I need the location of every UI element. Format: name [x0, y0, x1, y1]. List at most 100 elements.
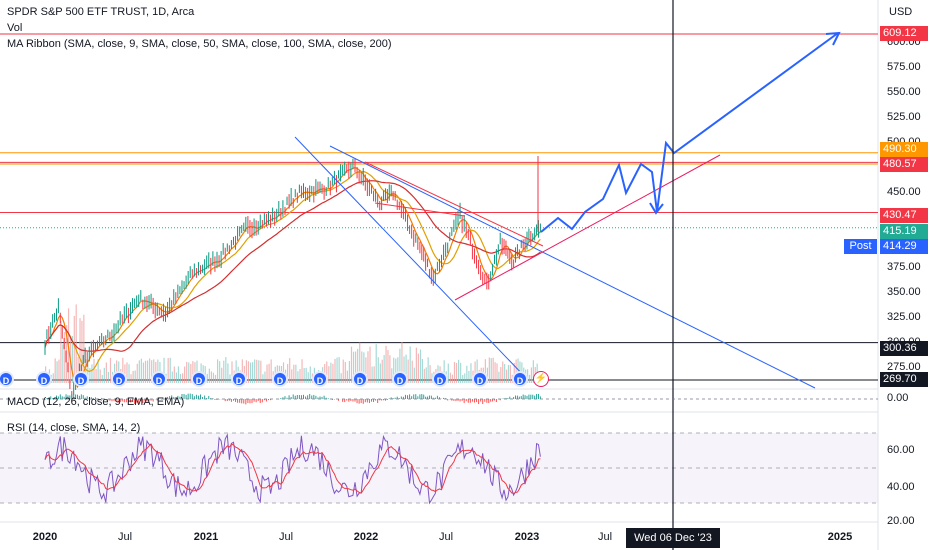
- volume-bar: [73, 315, 75, 383]
- volume-bar: [89, 367, 91, 383]
- volume-bar: [350, 346, 353, 383]
- volume-bar: [163, 357, 165, 383]
- x-tick-label: 2021: [193, 531, 219, 543]
- y-tick-label: 575.00: [887, 61, 921, 73]
- volume-bar: [79, 318, 81, 383]
- volume-bar: [492, 357, 494, 383]
- volume-bar: [188, 362, 190, 383]
- rsi-ma-line: [44, 443, 541, 494]
- dividend-marker-icon[interactable]: D: [36, 371, 52, 387]
- volume-bar: [227, 363, 229, 383]
- volume-bar: [346, 370, 348, 383]
- volume-bar: [385, 345, 387, 383]
- moving-average-line: [44, 166, 541, 388]
- dividend-marker-icon[interactable]: D: [352, 371, 368, 387]
- y-tick-label: 350.00: [887, 286, 921, 298]
- volume-bar: [464, 373, 466, 383]
- price-label-480: 480.57: [880, 157, 928, 172]
- y-tick-label: 275.00: [887, 361, 921, 373]
- volume-bar: [387, 350, 389, 383]
- volume-bar: [379, 363, 381, 383]
- volume-bar: [153, 359, 155, 383]
- volume-bar: [60, 320, 62, 383]
- volume-bar: [262, 374, 264, 383]
- projection-arrowhead: [825, 31, 841, 46]
- dividend-marker-icon[interactable]: D: [73, 371, 89, 387]
- dividend-marker-icon[interactable]: D: [512, 371, 528, 387]
- volume-bar: [490, 358, 492, 383]
- volume-bar: [77, 356, 79, 383]
- volume-bar: [359, 342, 361, 383]
- volume-bar: [397, 357, 399, 383]
- volume-bar: [208, 368, 210, 383]
- volume-bar: [214, 374, 217, 383]
- volume-bar: [505, 369, 508, 383]
- volume-bar: [252, 362, 254, 383]
- volume-bar: [210, 371, 213, 383]
- volume-bar: [64, 332, 66, 383]
- volume-bar: [395, 358, 397, 383]
- trendline-support: [454, 154, 721, 301]
- volume-bar: [496, 363, 498, 383]
- volume-bar: [151, 360, 153, 383]
- dividend-marker-icon[interactable]: D: [432, 371, 448, 387]
- volume-bar: [270, 359, 272, 383]
- volume-bar: [348, 361, 351, 383]
- volume-bar: [504, 363, 506, 383]
- volume-bar: [377, 357, 379, 383]
- volume-bar: [411, 360, 413, 383]
- y-tick-label: 375.00: [887, 261, 921, 273]
- volume-bar: [184, 366, 186, 383]
- volume-bar: [470, 363, 472, 383]
- volume-bar: [344, 361, 346, 383]
- volume-bar: [453, 362, 456, 383]
- volume-bar: [85, 359, 87, 383]
- projection-path: [540, 32, 839, 233]
- dividend-marker-icon[interactable]: D: [312, 371, 328, 387]
- dividend-marker-icon[interactable]: D: [231, 371, 247, 387]
- volume-bar: [498, 371, 500, 383]
- volume-bar: [332, 363, 334, 383]
- macd-zero-label: 0.00: [887, 392, 909, 404]
- rsi-label: RSI (14, close, SMA, 14, 2): [7, 422, 141, 434]
- volume-bar: [167, 358, 169, 383]
- dividend-marker-icon[interactable]: D: [472, 371, 488, 387]
- volume-bar: [179, 374, 182, 383]
- volume-bar: [307, 372, 309, 383]
- y-tick-label: 525.00: [887, 111, 921, 123]
- dividend-marker-icon[interactable]: D: [151, 371, 167, 387]
- volume-bar: [87, 362, 89, 383]
- price-label-490: 490.30: [880, 142, 928, 157]
- volume-bar: [375, 344, 377, 383]
- volume-bar: [132, 370, 134, 383]
- volume-bar: [309, 366, 311, 383]
- volume-bar: [405, 354, 407, 383]
- dividend-marker-icon[interactable]: D: [272, 371, 288, 387]
- moving-average-line: [44, 180, 541, 352]
- volume-bar: [99, 369, 101, 383]
- dividend-marker-icon[interactable]: D: [111, 371, 127, 387]
- volume-bar: [93, 358, 95, 383]
- volume-bar: [342, 359, 344, 383]
- rsi-line: [44, 433, 541, 505]
- volume-bar: [299, 368, 301, 383]
- lightning-event-icon[interactable]: ⚡: [533, 371, 549, 387]
- volume-bar: [103, 367, 105, 383]
- volume-bar: [455, 362, 458, 383]
- volume-bar: [340, 373, 342, 383]
- volume-bar: [146, 360, 149, 383]
- dividend-marker-icon[interactable]: D: [0, 371, 14, 387]
- volume-bar: [130, 374, 132, 383]
- volume-bar: [173, 366, 175, 383]
- volume-bar: [260, 360, 262, 383]
- volume-bar: [391, 368, 393, 383]
- dividend-marker-icon[interactable]: D: [191, 371, 207, 387]
- volume-bar: [421, 358, 424, 383]
- volume-bar: [423, 368, 425, 383]
- dividend-marker-icon[interactable]: D: [392, 371, 408, 387]
- volume-bar: [83, 314, 85, 383]
- volume-bar: [66, 325, 68, 383]
- volume-bar: [415, 347, 417, 383]
- volume-bar: [407, 359, 409, 383]
